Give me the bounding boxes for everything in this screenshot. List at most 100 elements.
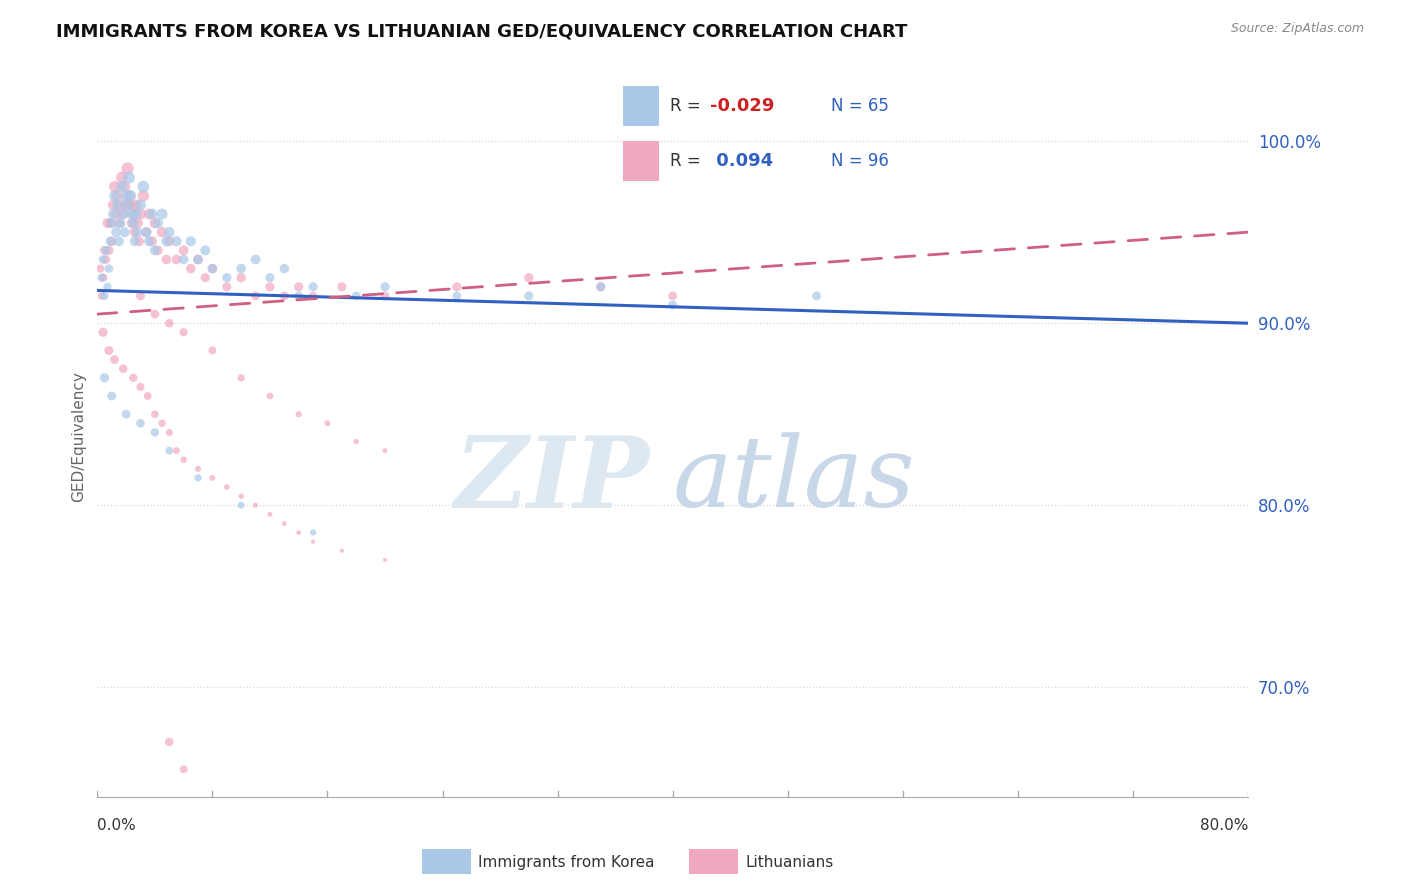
Text: IMMIGRANTS FROM KOREA VS LITHUANIAN GED/EQUIVALENCY CORRELATION CHART: IMMIGRANTS FROM KOREA VS LITHUANIAN GED/… <box>56 22 908 40</box>
Point <box>143 425 166 440</box>
Point <box>138 207 160 221</box>
Point <box>150 225 173 239</box>
Point <box>111 170 134 185</box>
Point <box>150 207 173 221</box>
Point <box>180 234 202 248</box>
Point <box>94 252 117 267</box>
Point <box>115 198 138 212</box>
Point <box>245 498 267 512</box>
Point <box>146 244 169 258</box>
Point <box>110 198 132 212</box>
Point <box>128 234 150 248</box>
Point <box>93 244 115 258</box>
Point <box>166 252 188 267</box>
Point <box>259 280 281 294</box>
Point <box>143 244 166 258</box>
Point <box>201 261 224 276</box>
Text: Lithuanians: Lithuanians <box>745 855 834 870</box>
Point <box>135 225 157 239</box>
Point <box>141 234 163 248</box>
Point <box>187 462 209 476</box>
Point <box>661 298 683 312</box>
Point <box>108 216 131 230</box>
Point <box>589 280 612 294</box>
Point <box>166 234 188 248</box>
Text: Source: ZipAtlas.com: Source: ZipAtlas.com <box>1230 22 1364 36</box>
Point <box>100 234 122 248</box>
Point <box>166 443 188 458</box>
Point <box>344 434 367 449</box>
Point <box>287 280 309 294</box>
Point <box>129 380 152 394</box>
Point <box>121 216 143 230</box>
Point <box>132 188 155 202</box>
Point <box>517 270 540 285</box>
Text: Immigrants from Korea: Immigrants from Korea <box>478 855 655 870</box>
Point <box>129 198 152 212</box>
Point <box>287 407 309 421</box>
Point <box>201 343 224 358</box>
Point <box>374 443 396 458</box>
Point <box>302 280 325 294</box>
Point <box>187 252 209 267</box>
Point <box>589 280 612 294</box>
Text: R =: R = <box>671 153 706 170</box>
Point <box>374 289 396 303</box>
Point <box>187 471 209 485</box>
Point <box>91 326 114 340</box>
Point <box>115 188 138 202</box>
Point <box>110 216 132 230</box>
Point <box>517 289 540 303</box>
Point <box>108 234 131 248</box>
Point <box>125 198 148 212</box>
Point <box>129 289 152 303</box>
Text: 0.0%: 0.0% <box>97 818 136 833</box>
Text: R =: R = <box>671 97 706 115</box>
Point <box>157 225 180 239</box>
Point <box>302 289 325 303</box>
Point <box>104 352 127 367</box>
Point <box>101 198 124 212</box>
Point <box>120 198 142 212</box>
Point <box>136 389 159 403</box>
Point <box>91 270 114 285</box>
Bar <box>623 141 659 181</box>
Point <box>231 498 253 512</box>
Point <box>105 225 128 239</box>
Point <box>157 316 180 330</box>
Point <box>446 289 468 303</box>
Point <box>120 188 142 202</box>
Point <box>155 234 177 248</box>
Point <box>117 161 139 176</box>
Point <box>97 261 120 276</box>
Point <box>231 270 253 285</box>
Point <box>245 289 267 303</box>
Point <box>121 207 143 221</box>
Text: ZIP: ZIP <box>454 432 650 528</box>
Point <box>173 252 195 267</box>
Point <box>104 188 127 202</box>
Point <box>150 417 173 431</box>
Point <box>231 489 253 503</box>
Point <box>125 207 148 221</box>
Point <box>302 534 325 549</box>
Point <box>96 216 118 230</box>
Point <box>287 289 309 303</box>
Point <box>259 389 281 403</box>
Point <box>201 471 224 485</box>
Point <box>806 289 828 303</box>
Text: -0.029: -0.029 <box>710 97 775 115</box>
Point <box>129 417 152 431</box>
Y-axis label: GED/Equivalency: GED/Equivalency <box>72 372 86 502</box>
Point <box>287 525 309 540</box>
Text: 0.094: 0.094 <box>710 153 773 170</box>
Point <box>157 425 180 440</box>
Point <box>231 371 253 385</box>
Point <box>344 289 367 303</box>
Point <box>98 234 121 248</box>
Point <box>273 289 295 303</box>
Point <box>201 261 224 276</box>
Text: N = 65: N = 65 <box>831 97 889 115</box>
Point <box>90 270 112 285</box>
Point <box>93 289 115 303</box>
